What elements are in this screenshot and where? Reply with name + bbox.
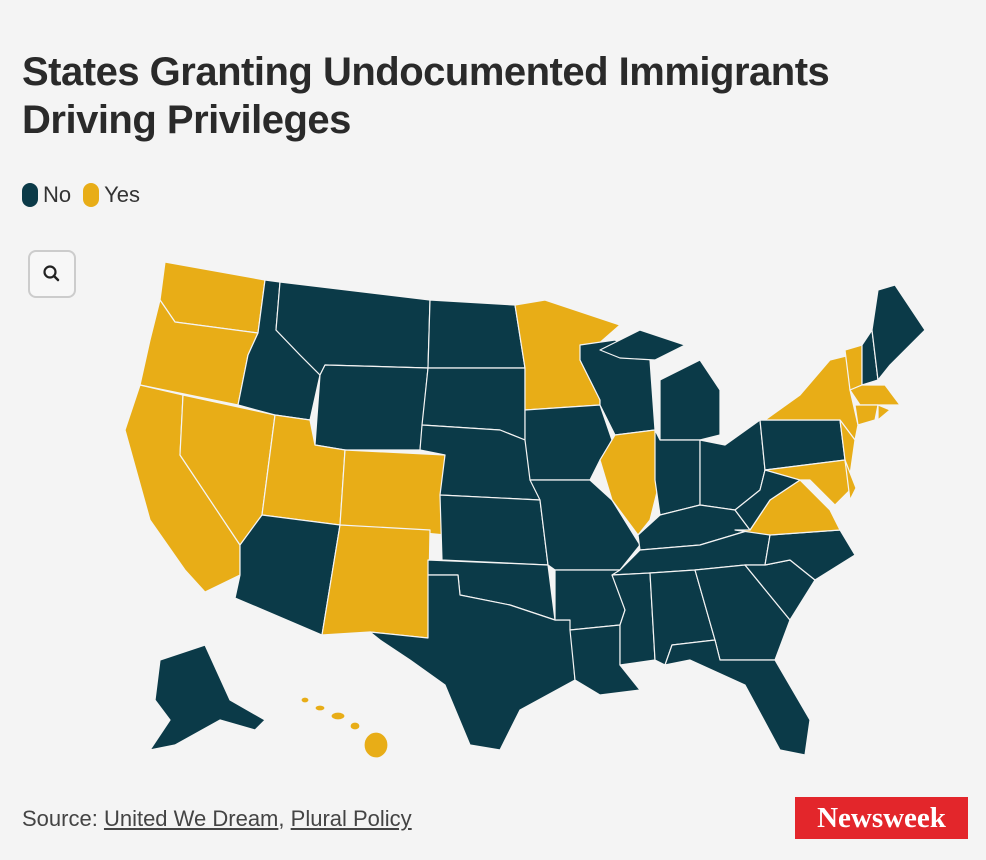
state (321, 524, 431, 639)
source-link[interactable]: Plural Policy (290, 806, 412, 831)
state (363, 731, 389, 759)
search-icon (43, 265, 60, 282)
state (654, 429, 701, 516)
state (234, 514, 341, 636)
state (854, 404, 879, 426)
title: States Granting Undocumented Immigrants … (22, 50, 830, 142)
source-link[interactable]: United We Dream (103, 806, 279, 831)
state (599, 329, 686, 361)
legend-label: No (43, 182, 72, 207)
legend-item: No (22, 182, 71, 208)
separator: , (278, 806, 285, 831)
state (877, 404, 891, 421)
states (124, 261, 926, 759)
state (149, 644, 266, 751)
source-label: Source: (22, 806, 98, 831)
state (439, 494, 549, 566)
zoom-button[interactable] (28, 250, 76, 298)
state (314, 364, 429, 451)
state (314, 704, 326, 712)
state (759, 354, 859, 441)
state (659, 359, 721, 441)
state (844, 459, 857, 501)
state (300, 696, 310, 704)
state (330, 711, 346, 721)
state (524, 404, 613, 481)
legend: No Yes (22, 182, 140, 208)
state (349, 721, 361, 731)
state (849, 384, 901, 406)
legend-swatch (22, 183, 38, 207)
source: Source: United We Dream, Plural Policy (22, 806, 412, 832)
logo[interactable]: Newsweek (795, 797, 968, 839)
state (339, 449, 446, 536)
legend-label: Yes (104, 182, 141, 207)
legend-swatch (83, 183, 100, 207)
state (871, 284, 926, 381)
state (369, 574, 576, 751)
state (664, 639, 811, 756)
state (427, 299, 526, 369)
legend-item: Yes (83, 182, 140, 208)
